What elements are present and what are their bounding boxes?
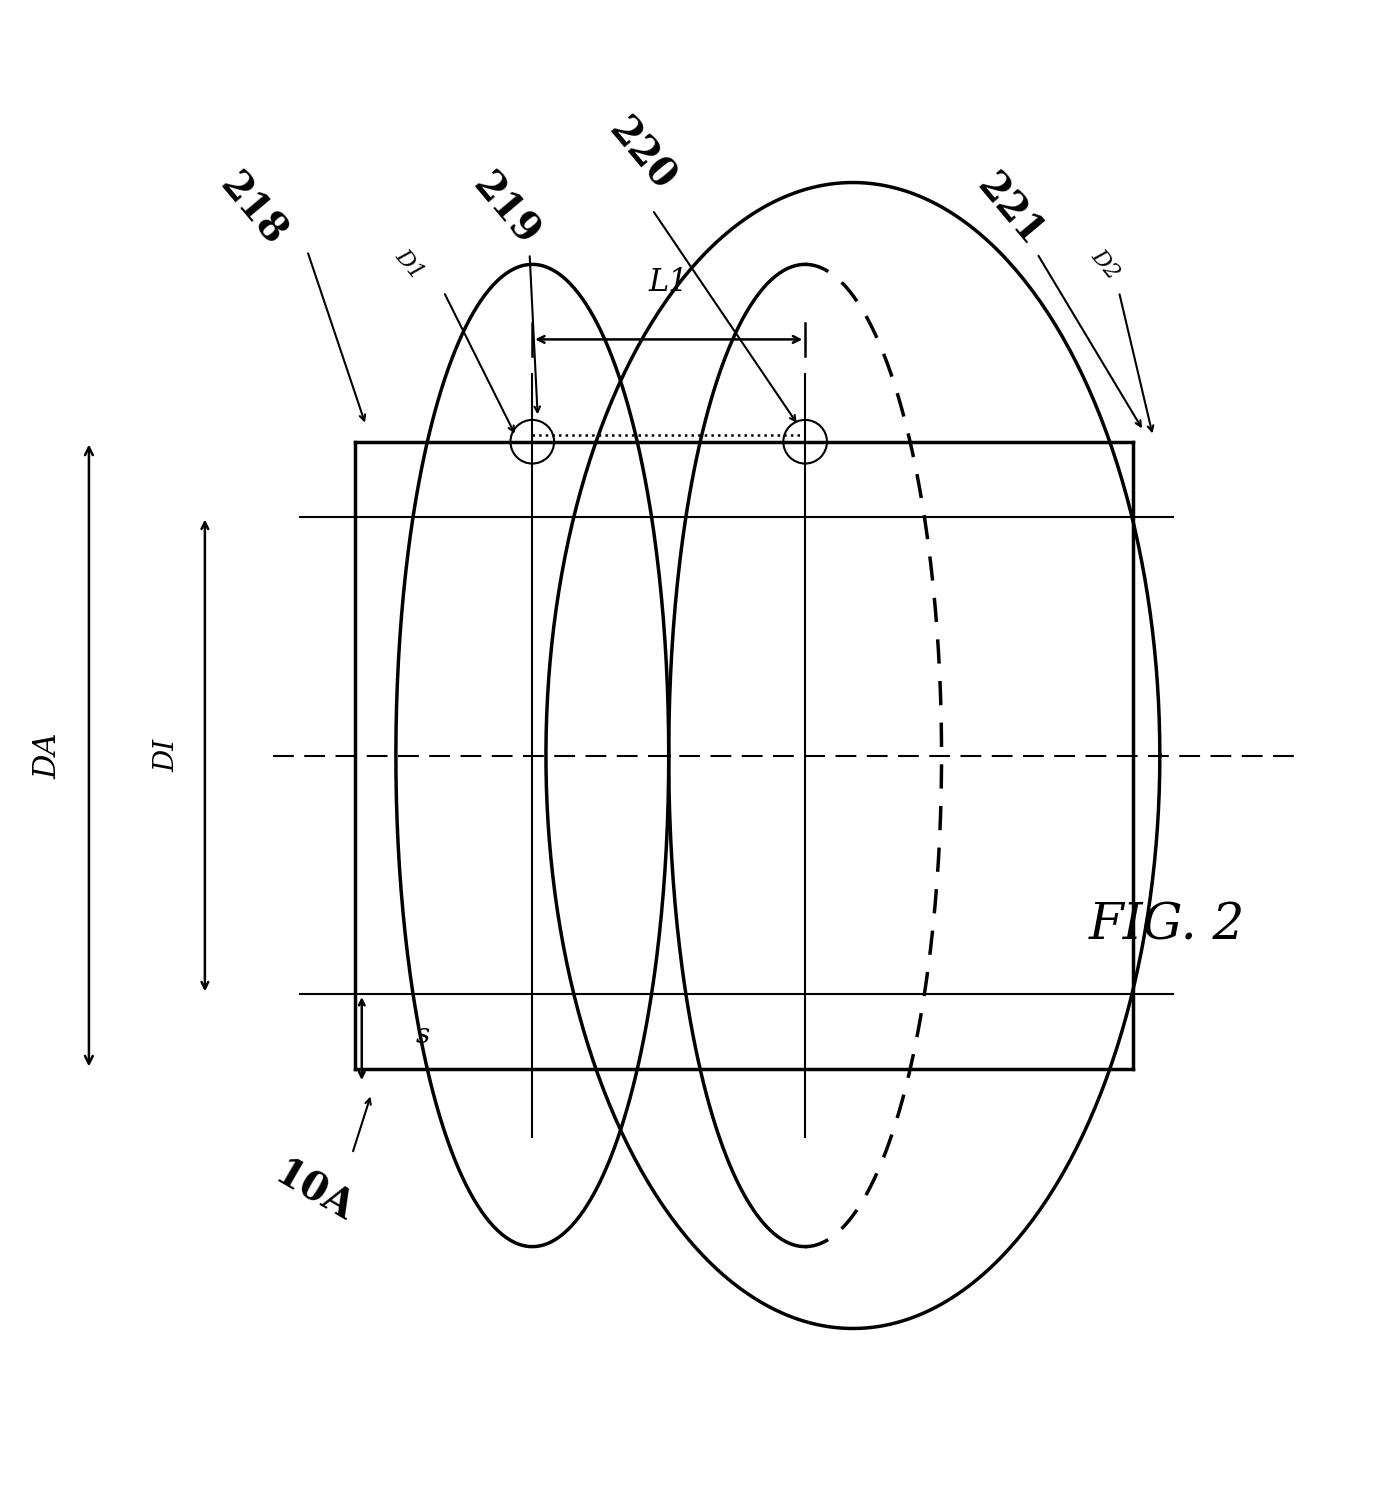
Text: DI: DI	[153, 739, 180, 772]
Text: 10A: 10A	[269, 1154, 361, 1230]
Text: 219: 219	[465, 166, 546, 254]
Text: D1: D1	[391, 245, 429, 284]
Text: FIG. 2: FIG. 2	[1089, 901, 1244, 950]
Text: 221: 221	[969, 166, 1051, 254]
Text: 220: 220	[601, 112, 682, 198]
Text: L1: L1	[649, 266, 689, 298]
Text: 218: 218	[212, 166, 294, 254]
Text: DA: DA	[32, 733, 64, 778]
Text: D2: D2	[1087, 245, 1123, 284]
Text: s: s	[416, 1021, 430, 1049]
